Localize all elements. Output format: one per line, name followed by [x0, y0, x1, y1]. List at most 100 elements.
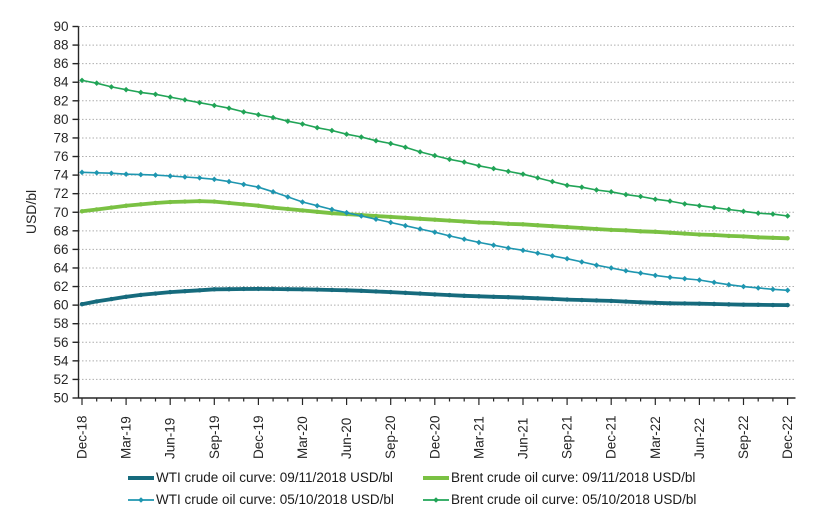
series-brent-crude-0911-marker	[285, 206, 290, 212]
series-brent-crude-0510-marker	[108, 84, 115, 90]
series-brent-crude-0510-marker	[196, 99, 203, 106]
y-tick-label: 74	[53, 168, 69, 183]
series-wti-crude-0911-marker	[770, 302, 776, 308]
series-brent-crude-0911-marker	[403, 215, 408, 221]
series-wti-crude-0510-marker	[167, 173, 173, 179]
series-brent-crude-0911-marker	[653, 229, 658, 234]
series-wti-crude-0510-marker	[534, 250, 541, 256]
series-wti-crude-0510-marker	[770, 286, 776, 293]
series-brent-crude-0911-marker	[623, 228, 629, 233]
series-wti-crude-0911-marker	[697, 301, 702, 306]
series-brent-crude-0911-marker	[182, 199, 188, 204]
series-wti-crude-0911-marker	[212, 287, 217, 292]
series-wti-crude-0911-marker	[300, 287, 305, 292]
series-brent-crude-0911-marker	[432, 217, 437, 222]
series-brent-crude-0510-marker	[387, 140, 394, 147]
series-brent-crude-0911-marker	[388, 214, 393, 220]
series-brent-crude-0911-marker	[79, 209, 85, 214]
series-wti-crude-0510-marker	[152, 172, 159, 178]
series-wti-crude-0510-marker	[226, 178, 232, 185]
series-brent-crude-0911-marker	[476, 220, 482, 225]
series-brent-crude-0911-marker	[138, 202, 143, 207]
series-brent-crude-0510-marker	[520, 171, 526, 177]
x-tick-label: Dec-21	[604, 415, 619, 459]
series-wti-crude-0510-marker	[564, 255, 570, 262]
x-tick-label: Dec-22	[780, 415, 795, 459]
y-tick-label: 76	[53, 149, 68, 164]
series-wti-crude-0510-marker	[476, 239, 482, 246]
series-brent-crude-0911-marker	[462, 219, 467, 224]
series-brent-crude-0911-marker	[697, 232, 702, 237]
series-wti-crude-0911-marker	[462, 293, 467, 299]
x-tick-label: Mar-21	[471, 416, 486, 459]
series-brent-crude-0911-marker	[109, 205, 114, 210]
series-brent-crude-0911-marker	[241, 202, 246, 207]
series-wti-crude-0510-marker	[299, 199, 306, 205]
series-brent-crude-0911-marker	[579, 225, 584, 231]
series-brent-crude-0510-marker	[373, 137, 379, 144]
series-wti-crude-0510-marker	[520, 247, 526, 254]
series-wti-crude-0510-marker	[182, 174, 188, 180]
series-brent-crude-0911-marker	[741, 234, 746, 239]
series-brent-crude-0911-marker	[329, 210, 335, 216]
series-brent-crude-0510-marker	[182, 97, 188, 103]
wti-0911-line-swatch	[128, 472, 154, 484]
x-tick-label: Jun-22	[692, 418, 707, 459]
series-brent-crude-0911-marker	[315, 209, 320, 214]
plot-area: 50 52 54 56 58 60 62 64 66 68 70 72 74 76 78 80 82 84 86 88…	[23, 19, 796, 459]
series-brent-crude-0510-marker	[681, 201, 688, 207]
series-brent-crude-0510-marker	[726, 206, 732, 213]
series-brent-crude-0510-marker	[770, 211, 776, 217]
series-wti-crude-0510-marker	[784, 287, 791, 294]
series-brent-crude-0911-marker	[682, 231, 687, 236]
series-wti-crude-0510-marker	[314, 202, 320, 209]
series-brent-crude-0510-marker	[402, 144, 409, 151]
series-brent-crude-0911-marker	[417, 216, 423, 221]
series-brent-crude-0510-marker	[711, 204, 717, 211]
series-wti-crude-0911-marker	[535, 296, 540, 301]
series-brent-crude-0911-marker	[594, 226, 599, 232]
series-brent-crude-0911-marker	[785, 236, 790, 241]
series-brent-crude-0510-marker	[652, 196, 659, 203]
y-tick-label: 56	[53, 335, 68, 350]
y-tick-label: 80	[53, 112, 68, 127]
series-brent-crude-0510-marker	[152, 91, 159, 98]
series-wti-crude-0911-marker	[726, 302, 731, 307]
series-brent-crude-0911-marker	[726, 233, 731, 239]
series-brent-crude-0510-marker	[755, 210, 761, 216]
series-brent-crude-0911-marker	[226, 200, 232, 206]
series-brent-crude-0510-marker	[432, 152, 438, 159]
series-brent-crude-0911-marker	[270, 205, 276, 210]
legend-item-brent-0510: Brent crude oil curve: 05/10/2018 USD/bl	[423, 492, 696, 507]
series-wti-crude-0510-marker	[505, 245, 512, 251]
series-brent-crude-0911-marker	[667, 230, 673, 235]
y-tick-label: 84	[53, 75, 69, 90]
x-tick-label: Mar-22	[648, 416, 663, 459]
x-tick-label: Jun-20	[339, 418, 354, 459]
series-wti-crude-0911-marker	[638, 300, 643, 305]
legend-swatch-marker	[138, 496, 144, 503]
series-brent-crude-0510-marker	[667, 198, 673, 204]
series-brent-crude-0911-marker	[447, 218, 452, 223]
x-tick-label: Mar-19	[119, 416, 134, 459]
series-brent-crude-0510-marker	[461, 159, 467, 165]
x-tick-label: Dec-18	[75, 415, 90, 459]
x-axis-ticks: Dec-18 Mar-19 Jun-19 Sep-19 Dec-19 Mar-20 Jun-…	[75, 398, 795, 459]
legend-label-wti-0510: WTI crude oil curve: 05/10/2018 USD/bl	[156, 492, 394, 507]
legend-item-brent-0911: Brent crude oil curve: 09/11/2018 USD/bl	[423, 470, 696, 485]
series-wti-crude-0911-marker	[623, 299, 629, 304]
y-tick-label: 70	[53, 205, 68, 220]
series-brent-crude-0911-marker	[756, 235, 761, 240]
series-wti-crude-0510-marker	[637, 270, 644, 276]
series-brent-crude-0911-marker	[520, 222, 526, 227]
series-brent-crude-0510-marker	[417, 149, 423, 155]
y-tick-label: 62	[53, 279, 68, 294]
y-tick-label: 88	[53, 38, 68, 53]
series-wti-crude-0510-marker	[446, 233, 453, 239]
series-wti-crude-0510-marker	[211, 176, 218, 183]
y-tick-label: 52	[53, 372, 68, 387]
series-wti-crude-0510-marker	[579, 259, 585, 265]
series-wti-crude-0911-marker	[94, 299, 99, 304]
y-tick-label: 68	[53, 223, 68, 238]
series-brent-crude-0510-marker	[564, 182, 570, 189]
